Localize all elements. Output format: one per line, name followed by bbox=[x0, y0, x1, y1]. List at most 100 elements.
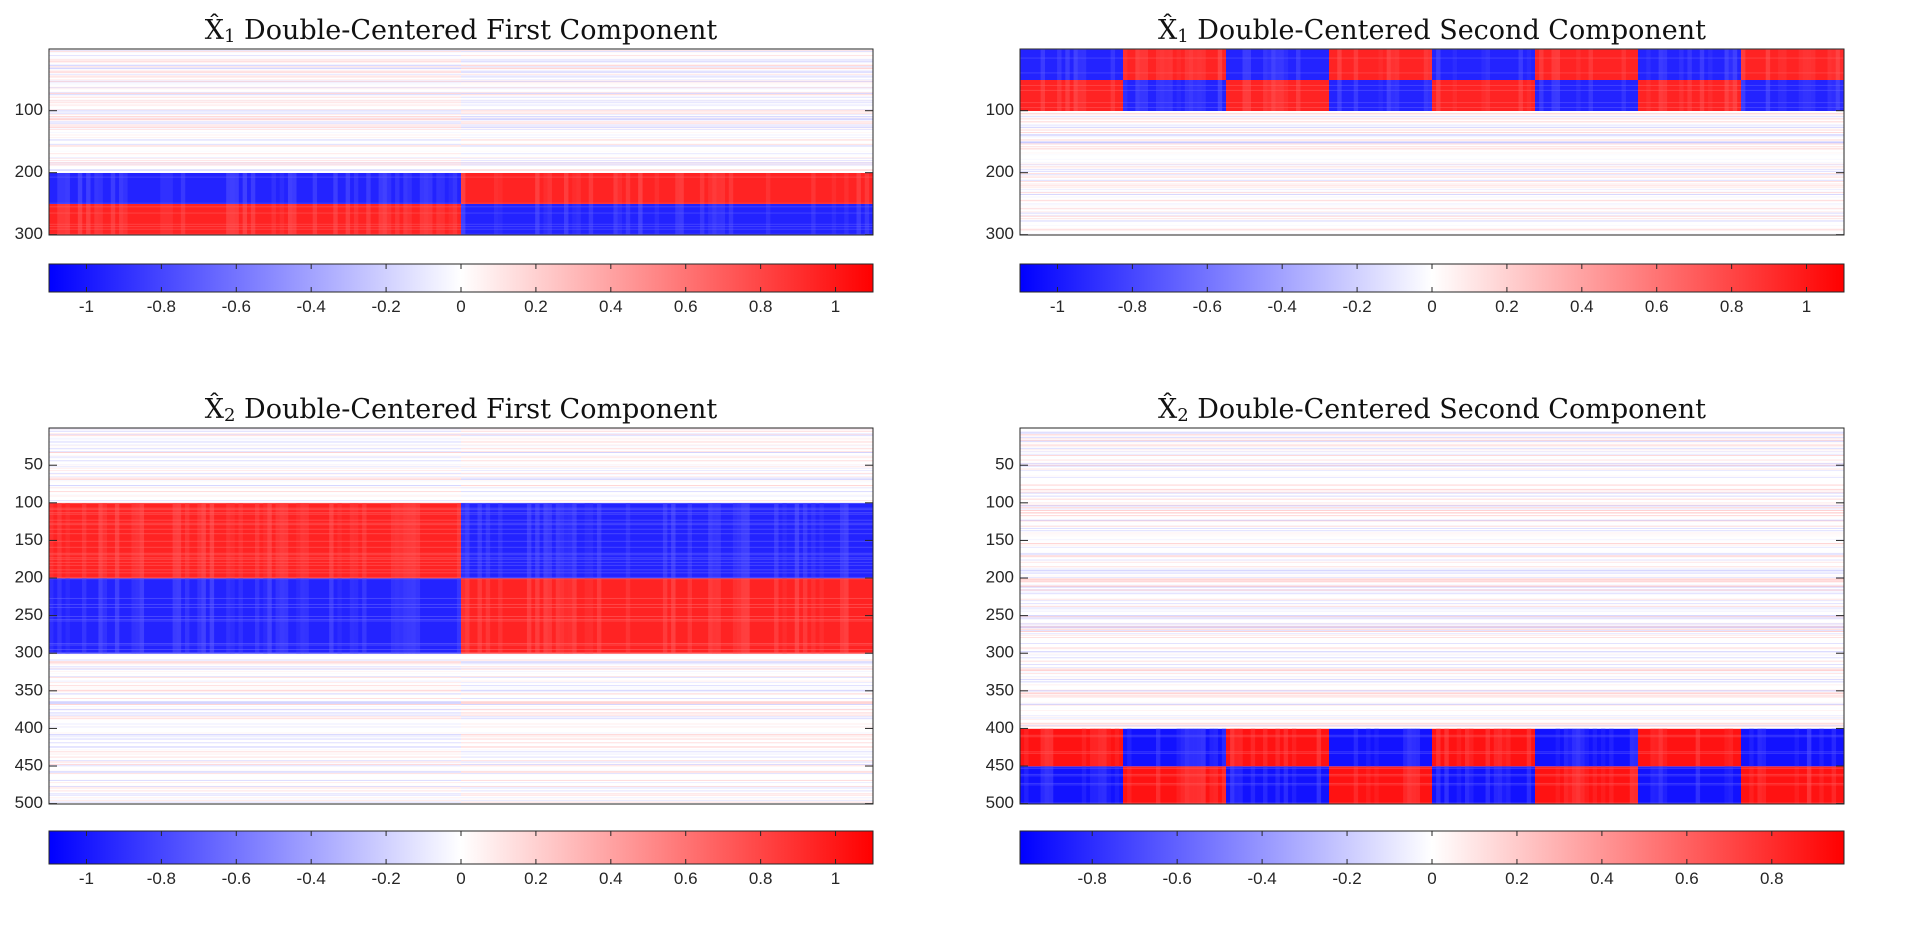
heatmap-row-strip bbox=[1020, 537, 1844, 539]
heatmap-row-strip bbox=[461, 690, 873, 692]
heatmap-row-strip bbox=[1020, 616, 1844, 617]
heatmap-row-strip bbox=[49, 132, 461, 133]
heatmap-row-strip bbox=[49, 164, 461, 166]
heatmap-row-strip bbox=[1020, 573, 1844, 575]
heatmap-cell-strip bbox=[564, 204, 569, 235]
heatmap-cell-strip bbox=[1077, 49, 1083, 80]
heatmap-cell-strip bbox=[1094, 728, 1099, 767]
heatmap-cell-strip bbox=[1481, 80, 1486, 111]
colorbar-tick-label: -1 bbox=[79, 869, 94, 888]
heatmap-row-strip bbox=[49, 725, 461, 727]
heatmap-row-strip bbox=[49, 785, 461, 787]
heatmap-row-strip bbox=[461, 112, 873, 114]
heatmap-row-strip bbox=[1020, 767, 1123, 769]
heatmap-row-strip bbox=[49, 680, 461, 682]
heatmap-row-strip bbox=[49, 434, 461, 436]
heatmap-row-strip bbox=[1226, 782, 1329, 784]
heatmap-row-strip bbox=[49, 666, 461, 668]
heatmap-row-strip bbox=[49, 495, 461, 497]
heatmap-row-strip bbox=[49, 676, 461, 678]
heatmap-cell-strip bbox=[1390, 49, 1396, 80]
heatmap-cell-strip bbox=[1143, 80, 1149, 111]
heatmap-row-strip bbox=[1020, 491, 1844, 493]
heatmap-row-strip bbox=[1020, 585, 1844, 587]
heatmap-cell-strip bbox=[436, 204, 441, 235]
heatmap-row-strip bbox=[49, 787, 461, 789]
heatmap-row-strip bbox=[1020, 451, 1844, 453]
heatmap-row-strip bbox=[461, 753, 873, 755]
heatmap-row-strip bbox=[49, 118, 461, 120]
heatmap-cell-strip bbox=[164, 204, 169, 235]
heatmap-cell-strip bbox=[1188, 49, 1194, 80]
heatmap-row-strip bbox=[49, 104, 461, 106]
heatmap-cell-strip bbox=[1423, 80, 1429, 111]
heatmap-cell-strip bbox=[1502, 728, 1507, 767]
heatmap-row-strip bbox=[1020, 589, 1844, 591]
heatmap-cell-strip bbox=[1600, 728, 1606, 767]
heatmap-row-strip bbox=[49, 128, 461, 130]
heatmap-cell-strip bbox=[271, 173, 276, 204]
heatmap-row-strip bbox=[461, 157, 873, 159]
heatmap-row-strip bbox=[49, 500, 461, 502]
heatmap-row-strip bbox=[1020, 715, 1844, 717]
heatmap-row-strip bbox=[1020, 544, 1844, 546]
heatmap-cell-strip bbox=[407, 204, 412, 235]
heatmap-row-strip bbox=[461, 797, 873, 799]
heatmap-row-strip bbox=[1020, 724, 1844, 726]
heatmap-cell-strip bbox=[1316, 728, 1322, 767]
heatmap-row-strip bbox=[461, 660, 873, 662]
heatmap-row-strip bbox=[49, 81, 461, 83]
heatmap-cell-strip bbox=[728, 204, 734, 235]
heatmap-row-strip bbox=[461, 659, 873, 661]
heatmap-cell-strip bbox=[168, 173, 173, 204]
heatmap-block bbox=[461, 173, 873, 204]
heatmap-cell-strip bbox=[1271, 49, 1276, 80]
heatmap-cell-strip bbox=[1077, 80, 1083, 111]
heatmap-row-strip bbox=[49, 95, 461, 97]
heatmap-row-strip bbox=[1020, 431, 1844, 433]
heatmap-row-strip bbox=[461, 64, 873, 66]
colorbar: -1 -0.8 -0.6 -0.4 -0.2 0 0.2 0.4 0.6 0.8 1 bbox=[1019, 263, 1845, 316]
heatmap-row-strip bbox=[1020, 560, 1844, 562]
heatmap-cell-strip bbox=[234, 204, 239, 235]
heatmap-row-strip bbox=[461, 117, 873, 119]
heatmap-row-strip bbox=[461, 81, 873, 83]
heatmap-row-strip bbox=[49, 742, 461, 744]
heatmap-row-strip bbox=[1329, 57, 1432, 59]
heatmap-cell-strip bbox=[1563, 728, 1569, 767]
heatmap-cell-strip bbox=[1679, 80, 1684, 111]
heatmap-cell-strip bbox=[1415, 728, 1420, 767]
heatmap-cell-strip bbox=[1250, 728, 1256, 767]
colorbar-tick-label: 0.4 bbox=[1590, 869, 1614, 888]
heatmap-row-strip bbox=[461, 486, 873, 488]
heatmap-cell-strip bbox=[94, 204, 99, 235]
heatmap-row-strip bbox=[461, 691, 873, 693]
heatmap-row-strip bbox=[49, 691, 461, 693]
heatmap-row-strip bbox=[49, 726, 461, 728]
heatmap-row-strip bbox=[49, 99, 461, 101]
heatmap-row-strip bbox=[1020, 84, 1123, 86]
heatmap-row-strip bbox=[461, 676, 873, 678]
heatmap-row-strip bbox=[49, 485, 461, 487]
heatmap-cell-strip bbox=[1213, 728, 1219, 767]
heatmap-cell-strip bbox=[1621, 80, 1626, 111]
heatmap-row-strip bbox=[461, 603, 873, 605]
heatmap-row-strip bbox=[1020, 173, 1844, 174]
heatmap-cell-strip bbox=[1839, 49, 1844, 80]
heatmap-cell-strip bbox=[1708, 49, 1713, 80]
heatmap-row-strip bbox=[1020, 642, 1844, 644]
heatmap-row-strip bbox=[1020, 696, 1844, 698]
heatmap-cell-strip bbox=[1806, 49, 1812, 80]
heatmap-row-strip bbox=[1123, 57, 1226, 59]
heatmap-cell-strip bbox=[572, 173, 577, 204]
heatmap-cell-strip bbox=[1353, 80, 1359, 111]
heatmap-row-strip bbox=[49, 472, 461, 474]
heatmap-row-strip bbox=[1020, 719, 1844, 720]
heatmap-cell-strip bbox=[1403, 728, 1408, 767]
heatmap-row-strip bbox=[461, 479, 873, 481]
heatmap-row-strip bbox=[1020, 442, 1844, 444]
heatmap-row-strip bbox=[461, 145, 873, 146]
heatmap-row-strip bbox=[1020, 684, 1844, 686]
heatmap-row-strip bbox=[1020, 115, 1844, 117]
heatmap-row-strip bbox=[461, 162, 873, 164]
